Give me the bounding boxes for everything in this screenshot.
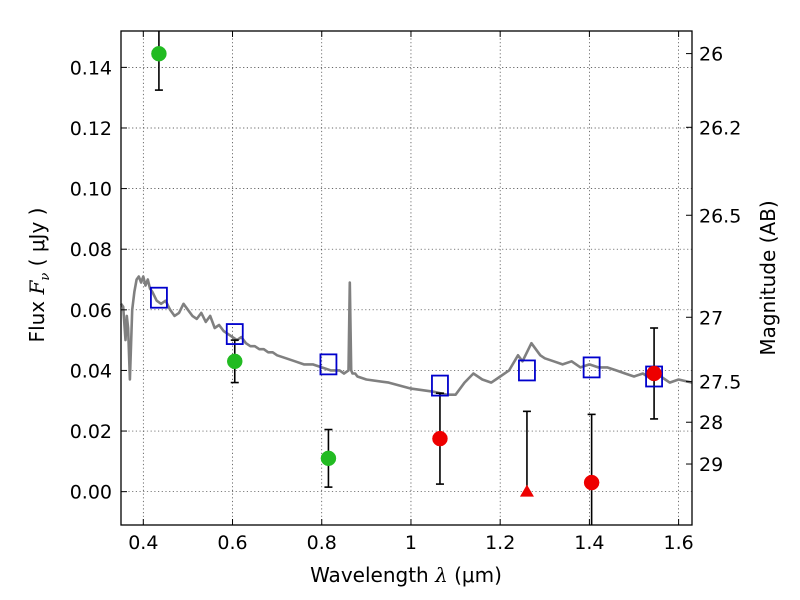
nir-flux-point [646, 365, 662, 382]
magnitude-tick-label: 27 [699, 307, 723, 329]
magnitude-tick-label: 28 [699, 412, 723, 434]
y-tick-label: 0.08 [70, 239, 112, 261]
x-tick-label: 1.4 [574, 532, 604, 554]
axes-frame [120, 30, 693, 526]
magnitude-axis-ticks: 26 26.2 26.5 27 27.5 28 29 [686, 44, 741, 476]
model-photometry-square [319, 353, 338, 376]
nir-flux-point [432, 430, 448, 447]
sed-template-line [119, 275, 693, 397]
y-tick-label: 0.06 [70, 300, 112, 322]
model-photometry-square [225, 323, 244, 345]
magnitude-tick-label: 26.5 [699, 205, 741, 227]
magnitude-tick-label: 27.5 [699, 372, 741, 394]
y-axis-ticks: 0.00 0.02 0.04 0.06 0.08 0.10 0.12 0.14 [70, 57, 127, 504]
magnitude-tick-label: 26 [699, 44, 723, 66]
nir-flux-point [583, 474, 600, 491]
x-tick-label: 0.4 [128, 532, 158, 554]
x-tick-label: 1.6 [664, 532, 694, 554]
y-tick-label: 0.00 [70, 482, 112, 504]
y-tick-label: 0.10 [70, 179, 112, 201]
y-tick-label: 0.02 [70, 421, 112, 443]
upper-limit-triangle [519, 484, 534, 497]
y-tick-label: 0.14 [70, 57, 112, 79]
magnitude-tick-label: 26.2 [699, 117, 741, 139]
model-photometry-square [518, 359, 536, 382]
x-tick-label: 0.8 [307, 532, 337, 554]
model-photometry-square [150, 286, 168, 309]
x-tick-label: 1 [405, 532, 417, 554]
x-axis-ticks: 0.4 0.6 0.8 1 1.2 1.4 1.6 [128, 31, 694, 554]
magnitude-axis-title: Magnitude (AB) [756, 200, 780, 355]
y-axis-title: Flux Fν ( μJy ) [25, 208, 53, 343]
y-tick-label: 0.04 [70, 360, 112, 382]
y-tick-label: 0.12 [70, 118, 112, 140]
x-axis-title: Wavelength λ (μm) [310, 563, 502, 587]
optical-flux-point [320, 450, 337, 467]
grid-lines [121, 31, 692, 525]
x-tick-label: 1.2 [485, 532, 515, 554]
x-tick-label: 0.6 [217, 532, 247, 554]
plot-area [119, 31, 693, 525]
optical-flux-point [151, 45, 167, 62]
model-photometry-square [582, 356, 601, 379]
magnitude-tick-label: 29 [699, 454, 723, 476]
optical-flux-point [227, 353, 243, 370]
model-photometry-square [431, 374, 449, 397]
